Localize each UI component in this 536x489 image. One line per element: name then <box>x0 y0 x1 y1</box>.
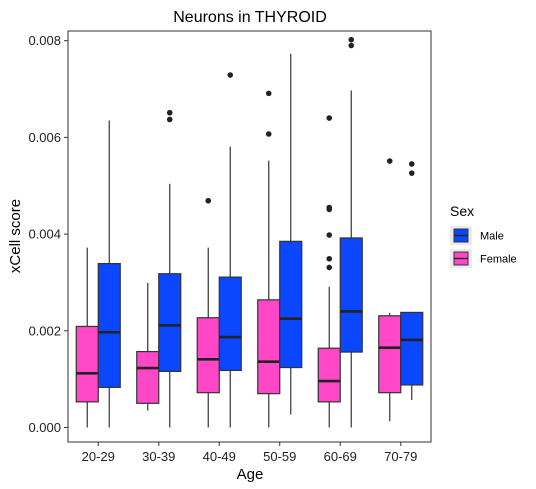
box-male <box>218 72 242 428</box>
outlier-point <box>265 90 272 97</box>
box-body <box>136 350 160 404</box>
box-male <box>97 120 121 428</box>
outlier-point <box>326 115 333 121</box>
outlier-point <box>166 109 173 116</box>
box-body <box>158 273 182 373</box>
legend-label-male: Male <box>480 231 504 243</box>
chart-title: Neurons in THYROID <box>173 9 327 26</box>
outlier-point <box>205 197 212 204</box>
box-female <box>196 197 220 428</box>
box-male <box>279 53 303 415</box>
box-male <box>400 161 424 400</box>
plot-panel <box>67 30 432 443</box>
box-body <box>400 311 424 386</box>
outlier-point <box>326 255 333 262</box>
outlier-point <box>326 264 333 271</box>
outlier-point <box>348 36 355 43</box>
outlier-point <box>408 170 415 176</box>
legend-label-female: Female <box>480 254 517 266</box>
y-tick-label: 0.008 <box>28 33 61 48</box>
x-tick-label: 70-79 <box>384 449 417 464</box>
box-body <box>317 347 341 403</box>
outlier-point <box>386 158 393 164</box>
y-tick-label: 0.006 <box>28 130 61 145</box>
x-tick-label: 60-69 <box>324 449 357 464</box>
outlier-point <box>408 161 415 167</box>
x-axis: 20-29 30-39 40-49 50-59 60-69 70-79 <box>82 442 417 464</box>
legend-title: Sex <box>450 203 474 219</box>
outlier-point <box>265 131 272 137</box>
box-male <box>339 36 363 428</box>
box-body <box>218 276 242 372</box>
outlier-point <box>348 42 355 49</box>
box-group <box>75 36 424 428</box>
box-male <box>158 109 182 428</box>
box-body <box>339 237 363 353</box>
x-tick-label: 50-59 <box>263 449 296 464</box>
box-body <box>75 325 99 403</box>
x-tick-label: 20-29 <box>82 449 115 464</box>
y-tick-label: 0.000 <box>28 420 61 435</box>
outlier-point <box>326 204 333 211</box>
x-axis-title: Age <box>237 466 264 483</box>
y-axis-title: xCell score <box>7 199 24 273</box>
y-tick-label: 0.004 <box>28 227 61 242</box>
x-tick-label: 40-49 <box>203 449 236 464</box>
y-tick-label: 0.002 <box>28 323 61 338</box>
legend: Sex Male Female <box>450 203 517 268</box>
y-axis: 0.000 0.002 0.004 0.006 0.008 <box>28 33 68 435</box>
box-body <box>257 299 281 395</box>
box-female <box>317 115 341 428</box>
box-body <box>378 315 402 394</box>
outlier-point <box>166 116 173 123</box>
box-body <box>279 240 303 369</box>
outlier-point <box>326 232 333 238</box>
box-body <box>196 317 220 394</box>
box-body <box>97 262 121 388</box>
outlier-point <box>227 72 234 78</box>
x-tick-label: 30-39 <box>142 449 175 464</box>
box-female <box>75 247 99 428</box>
box-female <box>136 282 160 411</box>
